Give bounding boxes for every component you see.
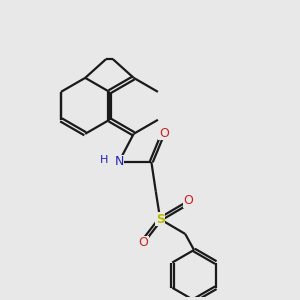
Text: O: O (183, 194, 193, 207)
Text: O: O (159, 127, 169, 140)
Text: N: N (114, 155, 124, 168)
Text: O: O (138, 236, 148, 249)
Text: H: H (100, 155, 108, 165)
Text: S: S (156, 213, 165, 226)
